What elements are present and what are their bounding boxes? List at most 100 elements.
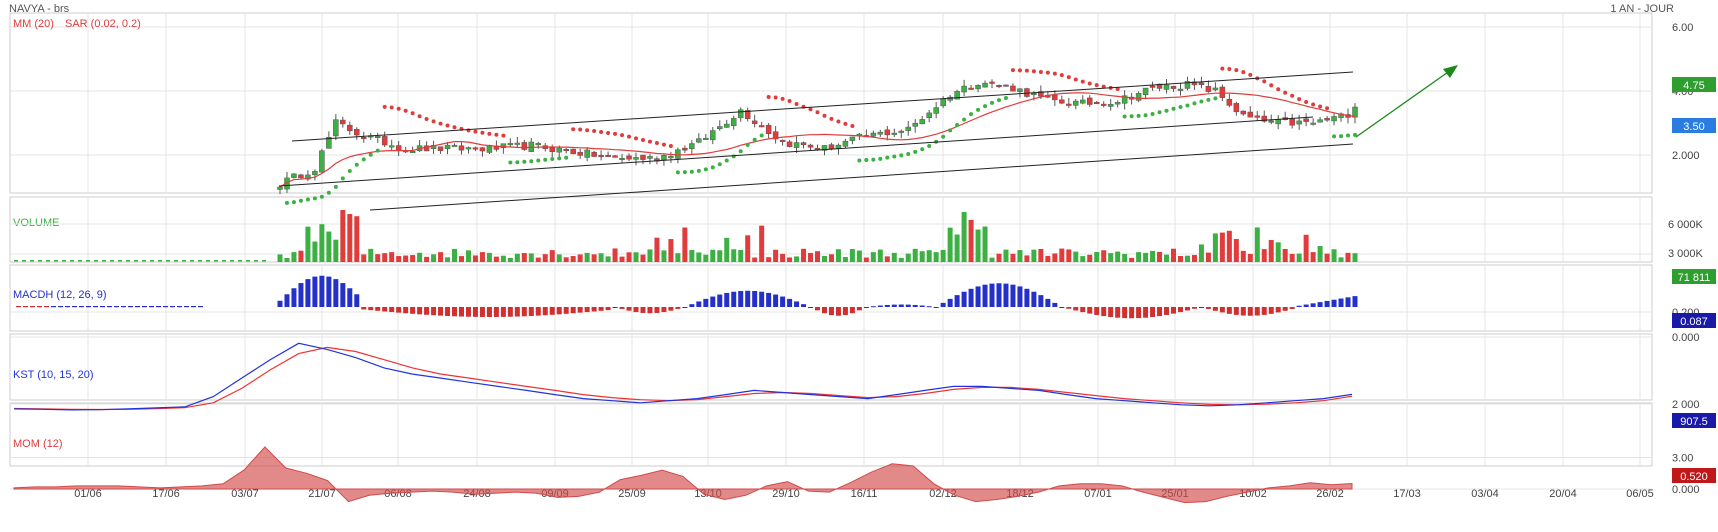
sar-dot <box>396 106 401 111</box>
sar-dot <box>969 112 974 117</box>
sar-dot <box>759 133 764 138</box>
sar-dot <box>347 169 352 174</box>
volume-bar <box>752 257 758 262</box>
sar-dot <box>361 157 366 162</box>
macdh-bar-early <box>23 306 28 308</box>
volume-bar <box>912 248 918 262</box>
candle-body <box>1261 115 1268 122</box>
macdh-bar <box>1205 307 1211 309</box>
macdh-bar <box>1073 307 1079 311</box>
volume-bar <box>780 253 786 262</box>
sar-dot <box>1220 66 1225 71</box>
volume-bar <box>633 252 639 262</box>
candle-body <box>291 173 297 178</box>
sar-dot <box>836 119 841 124</box>
header-symbol: NAVYA - brs <box>9 3 70 15</box>
candle-body <box>319 150 325 173</box>
panel-4-frame <box>9 402 1653 467</box>
sar-dot <box>305 197 310 202</box>
header-timeframe[interactable]: 1 AN - JOUR <box>1610 3 1674 15</box>
volume-bar <box>424 256 430 262</box>
candle-body <box>793 142 800 148</box>
macdh-bar <box>1212 307 1218 311</box>
macdh-bar <box>1247 307 1253 316</box>
macdh-bar <box>1059 307 1065 308</box>
sar-dot <box>501 133 506 138</box>
sar-dot <box>1136 113 1141 118</box>
sar-dot <box>1031 69 1036 74</box>
macdh-bar <box>1010 284 1016 307</box>
volume-bar <box>898 257 904 262</box>
volume-bar <box>486 252 492 262</box>
sar-dot <box>1192 101 1197 106</box>
sar-dot <box>389 105 394 110</box>
volume-bar <box>563 257 569 262</box>
candle-body <box>835 144 842 149</box>
sar-dot <box>1248 72 1253 77</box>
candle-body <box>1010 85 1016 92</box>
sar-dot <box>1017 68 1022 73</box>
candle-body <box>437 146 444 151</box>
volume-bar <box>1024 255 1030 262</box>
macdh-bar <box>1289 307 1295 309</box>
volume-bar <box>1177 255 1183 262</box>
sar-dot <box>1325 106 1330 111</box>
macdh-bar <box>431 307 437 316</box>
candle-body <box>975 85 981 90</box>
volume-bar <box>1171 248 1177 262</box>
kst-title: KST (10, 15, 20) <box>13 369 94 381</box>
sar-dot <box>571 127 576 132</box>
candle-body <box>1086 97 1093 105</box>
macdh-bar <box>528 307 534 316</box>
macdh-bar <box>1066 307 1072 309</box>
candle-body <box>1114 102 1121 105</box>
macdh-bar <box>465 307 471 317</box>
macdh-bar <box>598 307 604 311</box>
sar-dot <box>1087 81 1092 86</box>
candle-body <box>1100 103 1107 106</box>
sar-dot <box>508 160 513 165</box>
kst-line <box>13 342 1353 411</box>
x-tick-label: 03/07 <box>231 488 259 500</box>
sar-dot <box>599 130 604 135</box>
macdh-bar <box>1122 307 1128 319</box>
macdh-last-badge: 0.087 <box>1680 316 1708 328</box>
volume-bar <box>1289 253 1295 262</box>
volume-bar <box>1338 257 1344 262</box>
macdh-bar <box>1129 307 1135 319</box>
macdh-bar <box>1303 304 1309 307</box>
price-tick-label: 6.00 <box>1672 22 1693 34</box>
sar-dot <box>1339 134 1344 139</box>
volume-bar <box>968 219 974 262</box>
macdh-bar <box>500 307 506 317</box>
mom-tick-label: 3.00 <box>1672 453 1693 465</box>
macdh-bar-early <box>142 306 147 308</box>
macdh-bar <box>403 307 409 314</box>
candle-body <box>849 136 856 141</box>
candle-body <box>1149 85 1156 88</box>
sar-dot <box>319 194 324 199</box>
volume-bar <box>619 256 625 262</box>
sar-dot <box>703 167 708 172</box>
volume-bar <box>347 214 353 262</box>
macdh-bar <box>1240 307 1246 316</box>
sar-dot <box>382 104 387 109</box>
sar-dot <box>1157 110 1162 115</box>
macdh-bar <box>1157 307 1163 317</box>
macdh-bar <box>1177 307 1183 313</box>
candle-body <box>326 137 332 149</box>
mom-title: MOM (12) <box>13 438 63 450</box>
sar-dot <box>564 155 569 160</box>
panel-2-frame <box>9 264 1653 332</box>
volume-bar <box>996 253 1002 262</box>
macdh-bar <box>396 307 402 313</box>
volume-bar <box>1031 249 1037 262</box>
sar-dot <box>1346 133 1351 138</box>
sar-dot <box>752 137 757 142</box>
macdh-bar <box>710 296 716 307</box>
volume-bar-early <box>78 260 82 262</box>
macdh-bar <box>277 300 283 307</box>
x-tick-label: 01/06 <box>74 488 102 500</box>
macdh-bar <box>954 295 960 307</box>
candle-body <box>1303 118 1309 122</box>
